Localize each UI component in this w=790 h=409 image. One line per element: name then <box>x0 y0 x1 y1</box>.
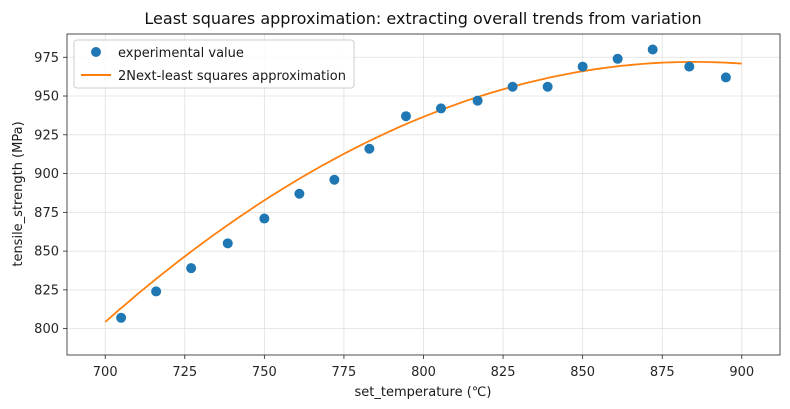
data-point <box>222 238 233 249</box>
y-tick-label: 975 <box>34 51 59 66</box>
x-tick-label: 900 <box>729 365 754 380</box>
data-point <box>684 61 695 72</box>
y-tick-label: 875 <box>34 206 59 221</box>
data-point <box>436 103 447 114</box>
data-point <box>577 61 588 72</box>
data-point <box>259 213 270 224</box>
x-axis: 700 725 750 775 800 825 850 875 900 <box>93 355 754 380</box>
data-point <box>329 174 340 185</box>
legend-label-approximation: 2Next-least squares approximation <box>118 69 346 84</box>
x-tick-label: 825 <box>491 365 516 380</box>
y-axis-label: tensile_strength (MPa) <box>11 121 26 266</box>
data-point <box>647 44 658 55</box>
data-point <box>186 263 197 274</box>
x-tick-label: 700 <box>93 365 118 380</box>
data-point <box>612 53 623 64</box>
y-tick-label: 825 <box>34 283 59 298</box>
x-tick-label: 750 <box>252 365 277 380</box>
approximation-curve <box>104 61 742 323</box>
x-tick-label: 775 <box>332 365 357 380</box>
legend-box <box>73 39 355 89</box>
y-axis: 800 825 850 875 900 925 950 975 <box>34 51 67 337</box>
y-tick-label: 850 <box>34 245 59 260</box>
data-point <box>507 81 518 92</box>
y-tick-label: 925 <box>34 128 59 143</box>
grid <box>67 34 780 355</box>
x-axis-label: set_temperature (℃) <box>355 385 492 400</box>
legend: experimental value 2Next-least squares a… <box>73 39 355 89</box>
data-point <box>116 312 127 323</box>
y-tick-label: 950 <box>34 90 59 105</box>
x-tick-label: 800 <box>411 365 436 380</box>
x-tick-label: 725 <box>172 365 197 380</box>
y-tick-label: 900 <box>34 167 59 182</box>
x-tick-label: 850 <box>570 365 595 380</box>
data-point <box>720 72 731 83</box>
legend-label-experimental: experimental value <box>118 46 244 61</box>
legend-marker-experimental <box>91 47 101 57</box>
x-tick-label: 875 <box>650 365 675 380</box>
data-point <box>151 286 162 297</box>
series-layer <box>104 44 742 323</box>
chart-title: Least squares approximation: extracting … <box>144 9 701 28</box>
data-point <box>542 81 553 92</box>
y-tick-label: 800 <box>34 322 59 337</box>
data-point <box>400 111 411 122</box>
data-point <box>472 95 483 106</box>
data-point <box>294 188 305 199</box>
data-point <box>364 143 375 154</box>
